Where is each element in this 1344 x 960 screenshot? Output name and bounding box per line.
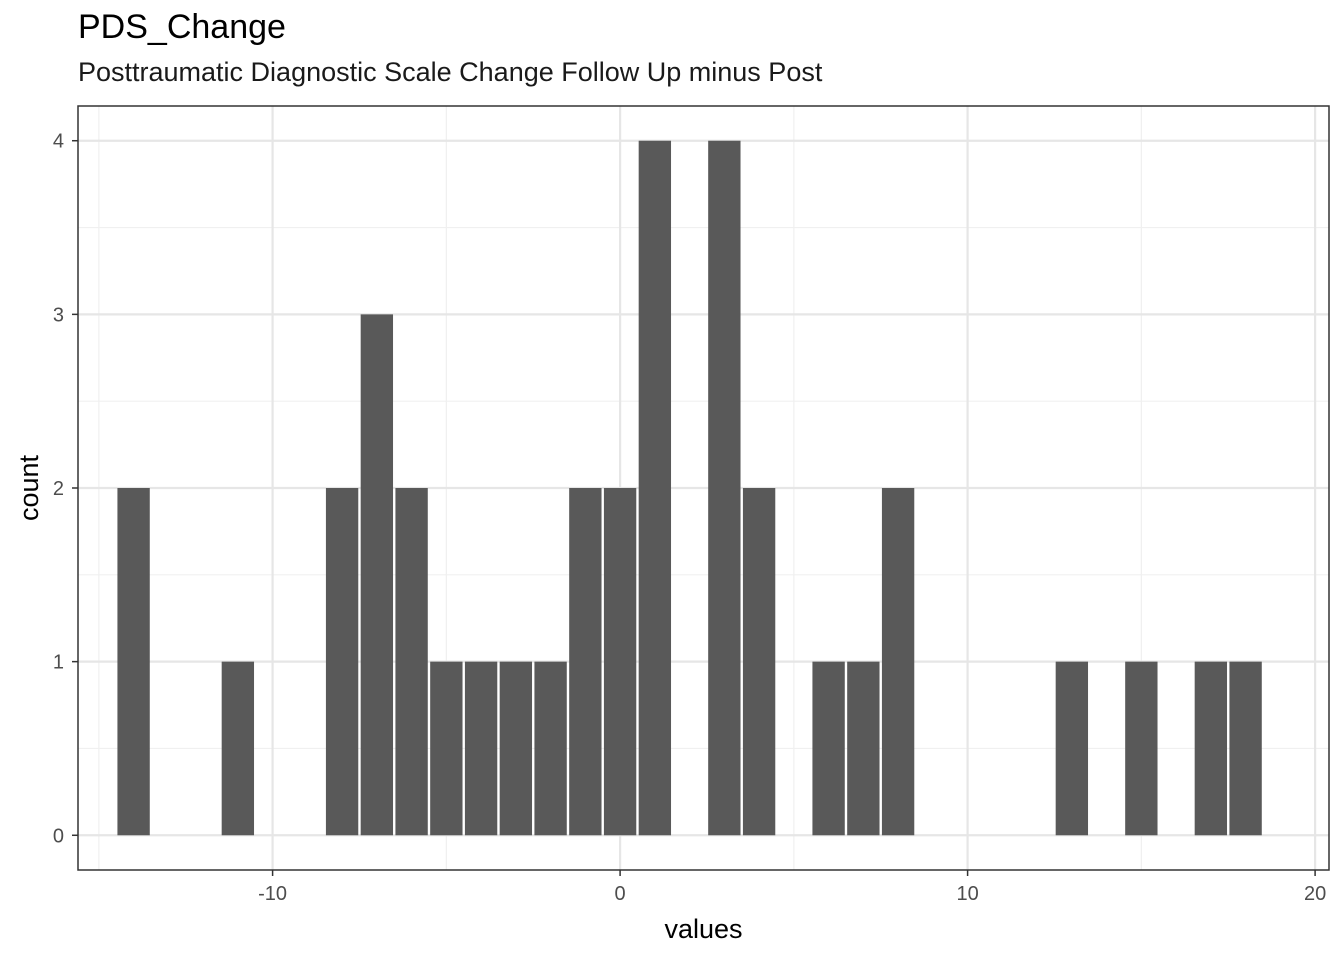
y-tick-label: 0 <box>53 825 64 847</box>
histogram-bar <box>360 314 394 836</box>
x-tick-label: 10 <box>956 883 978 905</box>
histogram-bar <box>430 661 463 836</box>
histogram-bar <box>117 488 150 836</box>
histogram-bar <box>638 140 672 836</box>
histogram-bar <box>847 661 880 836</box>
chart-title: PDS_Change <box>78 8 286 46</box>
histogram-bar <box>569 488 602 836</box>
histogram-bar <box>1229 661 1262 836</box>
y-tick-label: 4 <box>53 131 64 153</box>
x-axis: -10 0 10 20 <box>258 870 1326 905</box>
histogram-bar <box>603 488 637 836</box>
histogram-bar <box>708 140 741 836</box>
histogram-bar <box>1055 661 1089 836</box>
x-tick-label: 20 <box>1304 883 1326 905</box>
histogram-bar <box>742 488 776 836</box>
grid-lines <box>78 106 1329 870</box>
x-tick-label: -10 <box>258 883 287 905</box>
histogram-bar <box>534 661 567 836</box>
histogram-bar <box>325 488 359 836</box>
histogram-bar <box>812 661 845 836</box>
histogram-bar <box>881 488 915 836</box>
y-tick-label: 2 <box>53 478 64 500</box>
histogram-bar <box>1125 661 1158 836</box>
histogram-bar <box>464 661 498 836</box>
histogram-bar <box>1194 661 1228 836</box>
histogram-bar <box>221 661 255 836</box>
y-axis: 0 1 2 3 4 <box>53 131 78 847</box>
histogram-bar <box>499 661 533 836</box>
histogram-bar <box>395 488 428 836</box>
x-tick-label: 0 <box>615 883 626 905</box>
x-axis-title: values <box>664 914 742 944</box>
y-tick-label: 3 <box>53 304 64 326</box>
y-tick-label: 1 <box>53 652 64 674</box>
histogram-bars <box>117 140 1262 836</box>
chart-subtitle: Posttraumatic Diagnostic Scale Change Fo… <box>78 57 823 87</box>
y-axis-title: count <box>14 454 44 521</box>
